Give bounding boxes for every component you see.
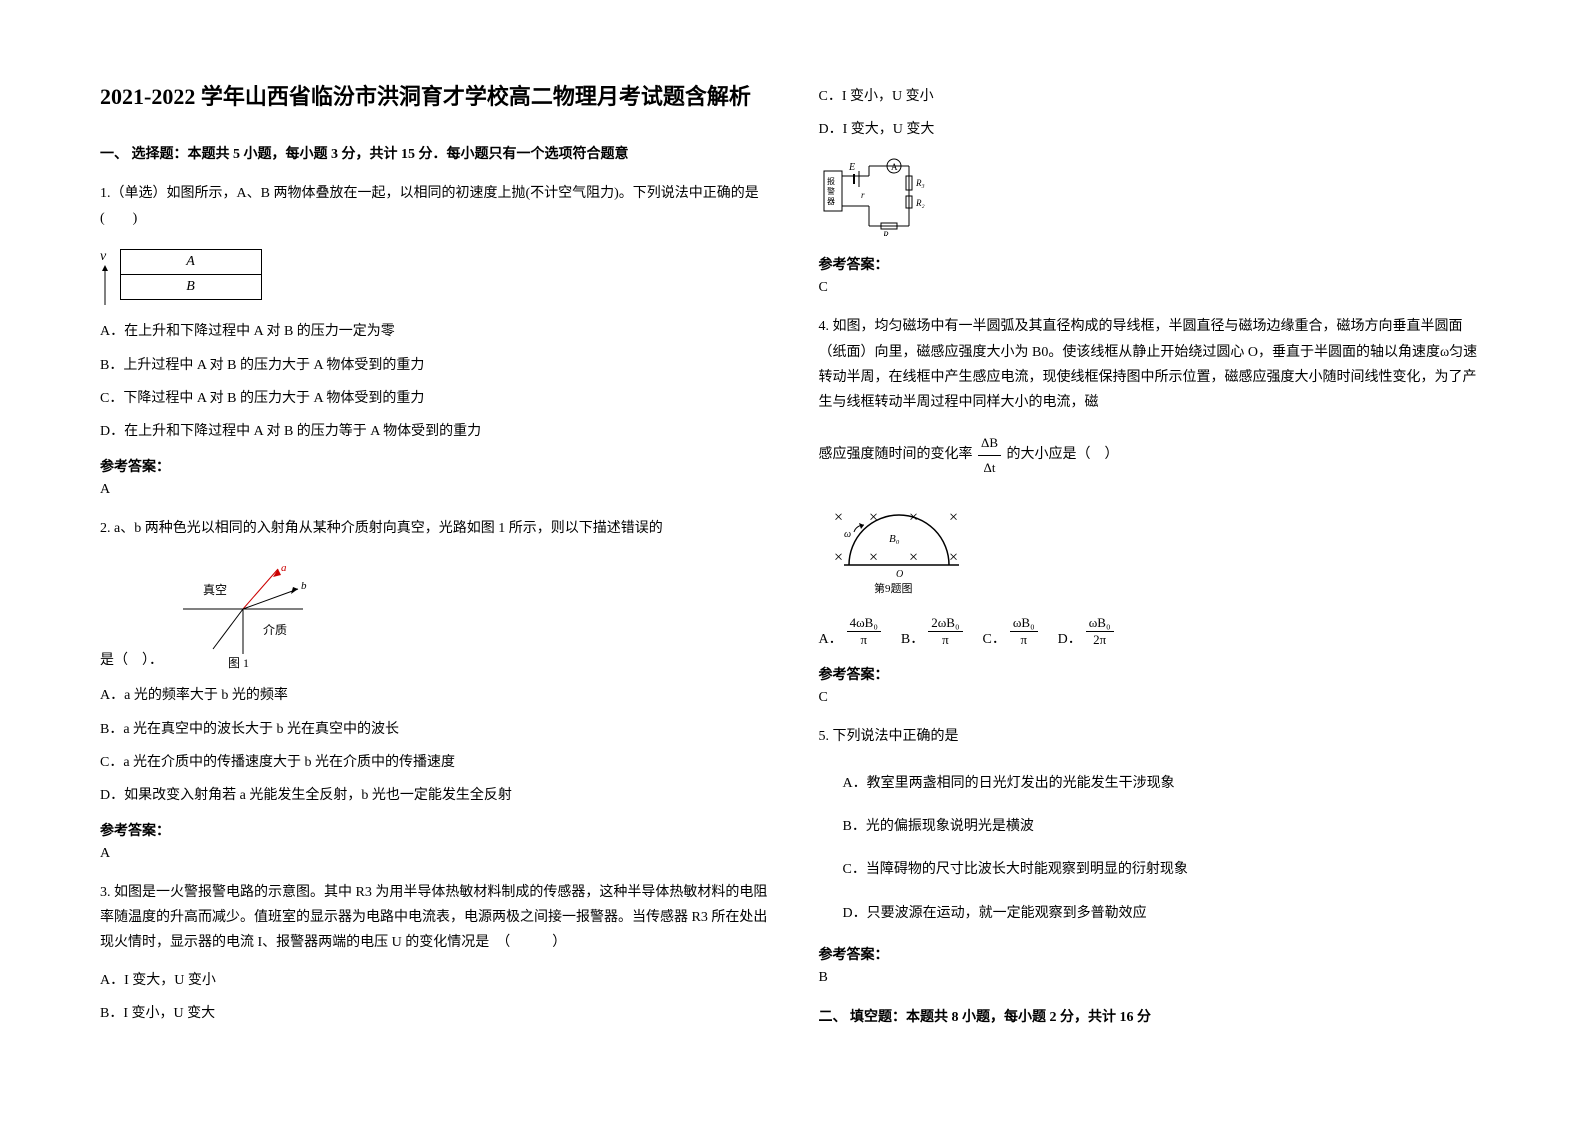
q2-caption: 图 1 [228, 656, 249, 669]
q4-optB-den: π [928, 632, 962, 648]
q2-optA: A．a 光的频率大于 b 光的频率 [100, 683, 769, 708]
q4-delta-num: ΔB [978, 431, 1001, 455]
q4-optD-den: 2π [1086, 632, 1114, 648]
q2-b-label: b [301, 580, 307, 592]
q2-figure: 是（ ）． 真空 介质 a b 图 1 [100, 559, 769, 669]
q4-B0: B₀ [889, 533, 900, 545]
q4-optA-num: 4ωB₀ [847, 615, 881, 632]
q3-optA: A．I 变大，U 变小 [100, 968, 769, 993]
q4-optB: B． 2ωB₀π [901, 615, 965, 648]
section2-header: 二、 填空题：本题共 8 小题，每小题 2 分，共计 16 分 [819, 1006, 1488, 1026]
q4-optB-num: 2ωB₀ [928, 615, 962, 632]
q4-delta-den: Δt [978, 456, 1001, 479]
svg-text:×: × [869, 549, 878, 566]
q5-optB: B．光的偏振现象说明光是横波 [843, 814, 1488, 839]
exam-title: 2021-2022 学年山西省临汾市洪洞育才学校高二物理月考试题含解析 [100, 80, 769, 113]
q4-options: A． 4ωB₀π B． 2ωB₀π C． ωB₀π D． ωB₀2π [819, 615, 1488, 648]
q4-delta-fraction: ΔB Δt [978, 431, 1001, 479]
q4-optD-num: ωB₀ [1086, 615, 1114, 632]
q3-alarm-label: 报 [827, 176, 835, 186]
q3-r: r [861, 190, 865, 200]
q3-answer-label: 参考答案： [819, 254, 1488, 274]
q4-optC: C． ωB₀π [983, 615, 1040, 648]
svg-text:×: × [949, 509, 958, 526]
q5-optA: A．教室里两盏相同的日光灯发出的光能发生干涉现象 [843, 771, 1488, 796]
svg-text:×: × [834, 509, 843, 526]
q2-optD: D．如果改变入射角若 a 光能发生全反射，b 光也一定能发生全反射 [100, 783, 769, 808]
q2-optC: C．a 光在介质中的传播速度大于 b 光在介质中的传播速度 [100, 750, 769, 775]
svg-text:×: × [909, 549, 918, 566]
q1-optC: C．下降过程中 A 对 B 的压力大于 A 物体受到的重力 [100, 386, 769, 411]
q3-optB: B．I 变小，U 变大 [100, 1001, 769, 1026]
section1-header: 一、 选择题：本题共 5 小题，每小题 3 分，共计 15 分．每小题只有一个选… [100, 143, 769, 163]
q2-stem-tail: 是（ ）． [100, 649, 163, 669]
q1-answer: A [100, 482, 769, 498]
q4-stem3: 的大小应是（ ） [1007, 447, 1119, 462]
q4-optD-label: D． [1058, 628, 1082, 648]
q3-optD: D．I 变大，U 变大 [819, 117, 1488, 142]
q1-stem: 1.（单选）如图所示，A、B 两物体叠放在一起，以相同的初速度上抛(不计空气阻力… [100, 181, 769, 231]
q3-R1: R₁ [882, 230, 892, 236]
svg-text:×: × [949, 549, 958, 566]
q3-alarm-label2: 警 [827, 186, 835, 196]
q3-R3: R₃ [915, 178, 925, 188]
q4-stem2-line: 感应强度随时间的变化率 ΔB Δt 的大小应是（ ） [819, 431, 1488, 479]
q4-optB-label: B． [901, 628, 924, 648]
q2-answer: A [100, 846, 769, 862]
q3-alarm-label3: 器 [827, 197, 835, 206]
q3-A: A [891, 162, 898, 172]
q2-optB: B．a 光在真空中的波长大于 b 光在真空中的波长 [100, 717, 769, 742]
q2-a-label: a [281, 562, 287, 574]
q1-optD: D．在上升和下降过程中 A 对 B 的压力等于 A 物体受到的重力 [100, 419, 769, 444]
q4-optD: D． ωB₀2π [1058, 615, 1116, 648]
q2-answer-label: 参考答案： [100, 820, 769, 840]
q4-O: O [896, 569, 903, 580]
q1-answer-label: 参考答案： [100, 456, 769, 476]
q2-bottom-label: 介质 [263, 623, 287, 637]
q4-optC-label: C． [983, 628, 1006, 648]
q4-answer-label: 参考答案： [819, 664, 1488, 684]
q5-answer-label: 参考答案： [819, 944, 1488, 964]
q1-figure: v A B [100, 249, 769, 305]
q1-optB: B．上升过程中 A 对 B 的压力大于 A 物体受到的重力 [100, 353, 769, 378]
q1-block-b: B [121, 275, 261, 299]
q4-stem: 4. 如图，均匀磁场中有一半圆弧及其直径构成的导线框，半圆直径与磁场边缘重合，磁… [819, 314, 1488, 415]
q1-v-label: v [100, 249, 106, 264]
q4-figure: × × × × × × × × B₀ O ω 第9题图 [819, 497, 1488, 597]
q5-stem: 5. 下列说法中正确的是 [819, 724, 1488, 749]
q4-answer: C [819, 690, 1488, 706]
q4-omega: ω [844, 529, 851, 540]
q4-optA-label: A． [819, 628, 843, 648]
q4-optA-den: π [847, 632, 881, 648]
q4-stem2: 感应强度随时间的变化率 [819, 447, 973, 462]
q2-stem: 2. a、b 两种色光以相同的入射角从某种介质射向真空，光路如图 1 所示，则以… [100, 516, 769, 541]
q4-optC-den: π [1010, 632, 1038, 648]
q3-answer: C [819, 280, 1488, 296]
q4-optA: A． 4ωB₀π [819, 615, 883, 648]
q3-stem: 3. 如图是一火警报警电路的示意图。其中 R3 为用半导体热敏材料制成的传感器，… [100, 880, 769, 956]
q1-block-a: A [121, 250, 261, 275]
q4-caption: 第9题图 [874, 581, 913, 595]
q5-optC: C．当障碍物的尺寸比波长大时能观察到明显的衍射现象 [843, 857, 1488, 882]
q3-figure: 报 警 器 E r A R₃ R₂ [819, 156, 1488, 236]
q3-optC: C．I 变小，U 变小 [819, 84, 1488, 109]
q1-optA: A．在上升和下降过程中 A 对 B 的压力一定为零 [100, 319, 769, 344]
q4-optC-num: ωB₀ [1010, 615, 1038, 632]
q3-R2: R₂ [915, 198, 925, 208]
q2-top-label: 真空 [203, 583, 227, 597]
svg-text:×: × [834, 549, 843, 566]
q3-E: E [848, 162, 855, 173]
q5-optD: D．只要波源在运动，就一定能观察到多普勒效应 [843, 901, 1488, 926]
q5-answer: B [819, 970, 1488, 986]
